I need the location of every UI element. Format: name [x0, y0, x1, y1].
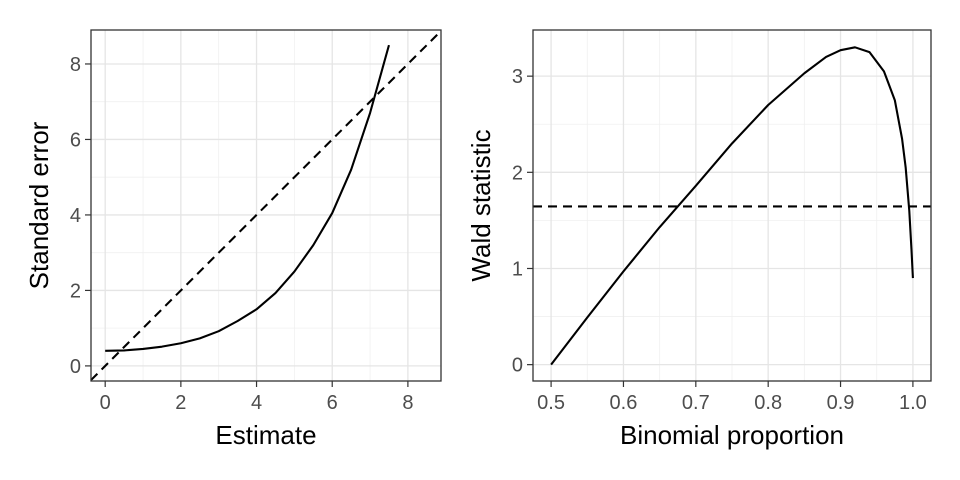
left-panel-border	[90, 29, 442, 382]
left-y-tick-label: 6	[70, 129, 81, 151]
left-x-tick-label: 4	[251, 392, 262, 414]
left-y-tick-label: 0	[70, 356, 81, 378]
left-series	[90, 30, 442, 381]
right-x-tick-label: 0.8	[754, 392, 782, 414]
right-x-tick-label: 0.5	[537, 392, 565, 414]
right-x-axis-title: Binomial proportion	[620, 420, 844, 450]
right-x-tick-label: 0.7	[682, 392, 710, 414]
left-x-tick-label: 6	[327, 392, 338, 414]
left-x-tick-label: 0	[100, 392, 111, 414]
left-y-axis-title: Standard error	[24, 121, 54, 289]
right-x-tick-label: 0.9	[827, 392, 855, 414]
right-x-tick-label: 0.6	[610, 392, 638, 414]
right-series	[533, 46, 931, 366]
left-y-tick-label: 2	[70, 280, 81, 302]
left-x-tick-label: 2	[175, 392, 186, 414]
right-y-tick-label: 0	[512, 355, 523, 377]
left-x-tick-label: 8	[402, 392, 413, 414]
right-chart: 0.5 0.6 0.7 0.8 0.9 1.0 0 1 2 3 Binomial proporti…	[466, 29, 932, 450]
left-series-curve	[105, 44, 390, 352]
left-x-axis-title: Estimate	[215, 420, 316, 450]
right-panel-border	[532, 29, 932, 382]
left-y-tick-label: 8	[70, 54, 81, 76]
left-y-tick-label: 4	[70, 205, 81, 227]
left-series-dashed-line	[90, 30, 442, 381]
right-x-tick-label: 1.0	[899, 392, 927, 414]
right-y-axis-title: Wald statistic	[466, 129, 496, 281]
right-y-tick-label: 3	[512, 66, 523, 88]
right-ticks: 0.5 0.6 0.7 0.8 0.9 1.0 0 1 2 3	[512, 66, 927, 414]
left-ticks: 0 2 4 6 8 0 2 4 6 8	[70, 54, 414, 414]
left-chart: 0 2 4 6 8 0 2 4 6 8 Estimate Standard error	[24, 29, 442, 450]
right-series-curve	[550, 46, 914, 366]
right-y-tick-label: 2	[512, 162, 523, 184]
right-y-tick-label: 1	[512, 258, 523, 280]
